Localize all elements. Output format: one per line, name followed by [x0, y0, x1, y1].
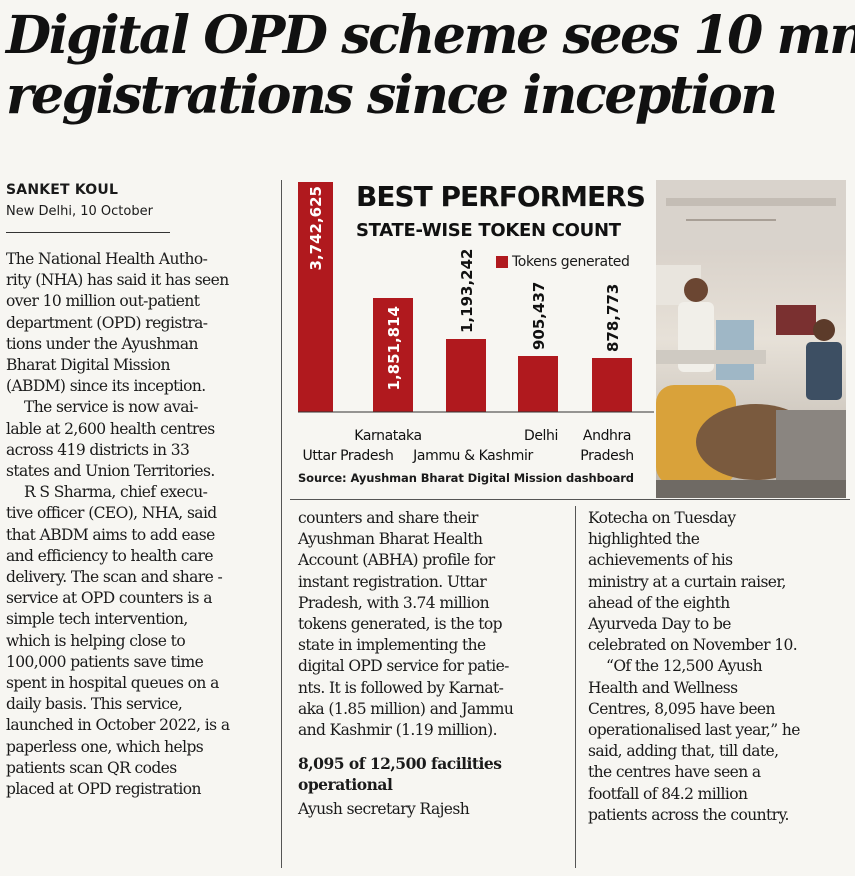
article-line: Ayush secretary Rajesh: [298, 800, 470, 819]
chart-subtitle: STATE-WISE TOKEN COUNT: [356, 220, 621, 241]
chart-title: BEST PERFORMERS: [356, 180, 646, 213]
headline: Digital OPD scheme sees 10 mn registrati…: [6, 5, 855, 126]
article-line: launched in October 2022, is a: [6, 716, 230, 735]
value-label-4: 878,773: [604, 284, 622, 352]
column-divider-2: [575, 506, 576, 868]
author-name: SANKET KOUL: [6, 182, 119, 198]
value-label-0: 3,742,625: [307, 186, 325, 270]
subhead-line-1: 8,095 of 12,500 facilities: [298, 754, 502, 774]
article-line: (ABDM) since its inception.: [6, 377, 206, 396]
article-line: Pradesh, with 3.74 million: [298, 593, 490, 612]
article-line: patients across the country.: [588, 805, 789, 824]
article-line: rity (NHA) has said it has seen: [6, 271, 229, 290]
photo-illustration: [656, 180, 846, 498]
article-line: 100,000 patients save time: [6, 652, 204, 671]
bar-chart: 3,742,625 1,851,814 1,193,242 905,437 878,77…: [298, 178, 654, 494]
subhead-line-2: operational: [298, 775, 393, 795]
article-line: The service is now avai-: [24, 398, 198, 417]
article-line: celebrated on November 10.: [588, 636, 798, 655]
article-line: counters and share their: [298, 509, 478, 527]
article-line: Centres, 8,095 have been: [588, 699, 775, 718]
chart-canvas: 3,742,625 1,851,814 1,193,242 905,437 878,77…: [298, 182, 654, 464]
article-line: delivery. The scan and share -: [6, 568, 223, 587]
article-line: Health and Wellness: [588, 678, 738, 697]
article-line: tive officer (CEO), NHA, said: [6, 504, 217, 523]
value-label-3: 905,437: [530, 282, 548, 350]
article-line: ahead of the eighth: [588, 593, 730, 612]
headline-line-2: registrations since inception: [6, 65, 778, 126]
category-label-0: Uttar Pradesh: [302, 448, 393, 464]
category-label-1: Karnataka: [354, 428, 421, 444]
article-line: nts. It is followed by Karnat-: [298, 678, 504, 697]
article-line: patients scan QR codes: [6, 758, 177, 777]
legend-label: Tokens generated: [512, 254, 630, 270]
category-label-4: Andhra Pradesh: [580, 428, 633, 464]
article-line: ministry at a curtain raiser,: [588, 572, 786, 591]
column-divider-1: [281, 180, 282, 868]
article-line: digital OPD service for patie-: [298, 657, 509, 676]
article-line: aka (1.85 million) and Jammu: [298, 699, 514, 718]
article-line: service at OPD counters is a: [6, 589, 212, 608]
article-line: highlighted the: [588, 530, 700, 549]
article-line: said, adding that, till date,: [588, 742, 779, 761]
article-line: daily basis. This service,: [6, 695, 183, 714]
article-line: “Of the 12,500 Ayush: [606, 657, 763, 676]
chart-bottom-rule: [290, 499, 850, 500]
hospital-opd-photo-icon: [656, 180, 846, 498]
subhead: 8,095 of 12,500 facilities operational: [298, 753, 562, 795]
article-line: that ABDM aims to add ease: [6, 525, 215, 544]
article-line: instant registration. Uttar: [298, 572, 487, 591]
article-column-3: Kotecha on Tuesday highlighted the achieve…: [588, 508, 850, 826]
article-line: The National Health Autho-: [6, 250, 208, 268]
article-line: Bharat Digital Mission: [6, 356, 170, 375]
article-line: over 10 million out-patient: [6, 292, 200, 311]
article-column-2: counters and share their Ayushman Bharat …: [298, 508, 562, 820]
article-line: Kotecha on Tuesday: [588, 509, 736, 527]
category-label-3: Delhi: [524, 428, 558, 444]
category-label-2: Jammu & Kashmir: [412, 448, 533, 464]
byline: SANKET KOUL New Delhi, 10 October: [6, 182, 153, 219]
byline-divider: [6, 232, 170, 233]
article-line: operationalised last year,” he: [588, 721, 800, 740]
article-line: the centres have seen a: [588, 763, 761, 782]
article-line: Account (ABHA) profile for: [298, 551, 495, 570]
article-line: achievements of his: [588, 551, 733, 570]
chart-source: Source: Ayushman Bharat Digital Mission …: [298, 471, 634, 485]
chart-legend: Tokens generated: [496, 254, 630, 270]
headline-line-1: Digital OPD scheme sees 10 mn: [6, 5, 855, 66]
article-line: spent in hospital queues on a: [6, 674, 219, 693]
bar-3: [518, 356, 558, 412]
legend-swatch: [496, 256, 508, 268]
article-line: paperless one, which helps: [6, 737, 204, 756]
article-line: tions under the Ayushman: [6, 334, 198, 353]
article-line: which is helping close to: [6, 631, 186, 650]
article-line: lable at 2,600 health centres: [6, 419, 215, 438]
article-line: tokens generated, is the top: [298, 615, 503, 634]
article-line: R S Sharma, chief execu-: [24, 483, 208, 502]
article-line: placed at OPD registration: [6, 780, 202, 799]
value-label-2: 1,193,242: [458, 249, 476, 333]
article-column-1: The National Health Autho-rity (NHA) has…: [6, 249, 274, 800]
article-line: Ayushman Bharat Health: [298, 530, 483, 549]
article-line: and Kashmir (1.19 million).: [298, 721, 498, 740]
article-line: state in implementing the: [298, 636, 486, 655]
bar-0: [298, 182, 333, 412]
bar-4: [592, 358, 632, 412]
article-line: across 419 districts in 33: [6, 440, 190, 459]
article-line: simple tech intervention,: [6, 610, 188, 629]
dateline: New Delhi, 10 October: [6, 204, 153, 219]
article-line: footfall of 84.2 million: [588, 784, 748, 803]
bar-1: [373, 298, 413, 412]
value-label-1: 1,851,814: [385, 306, 403, 390]
article-line: and efficiency to health care: [6, 546, 214, 565]
bar-2: [446, 339, 486, 412]
article-line: states and Union Territories.: [6, 462, 215, 481]
article-line: Ayurveda Day to be: [588, 615, 731, 634]
article-line: department (OPD) registra-: [6, 313, 208, 332]
